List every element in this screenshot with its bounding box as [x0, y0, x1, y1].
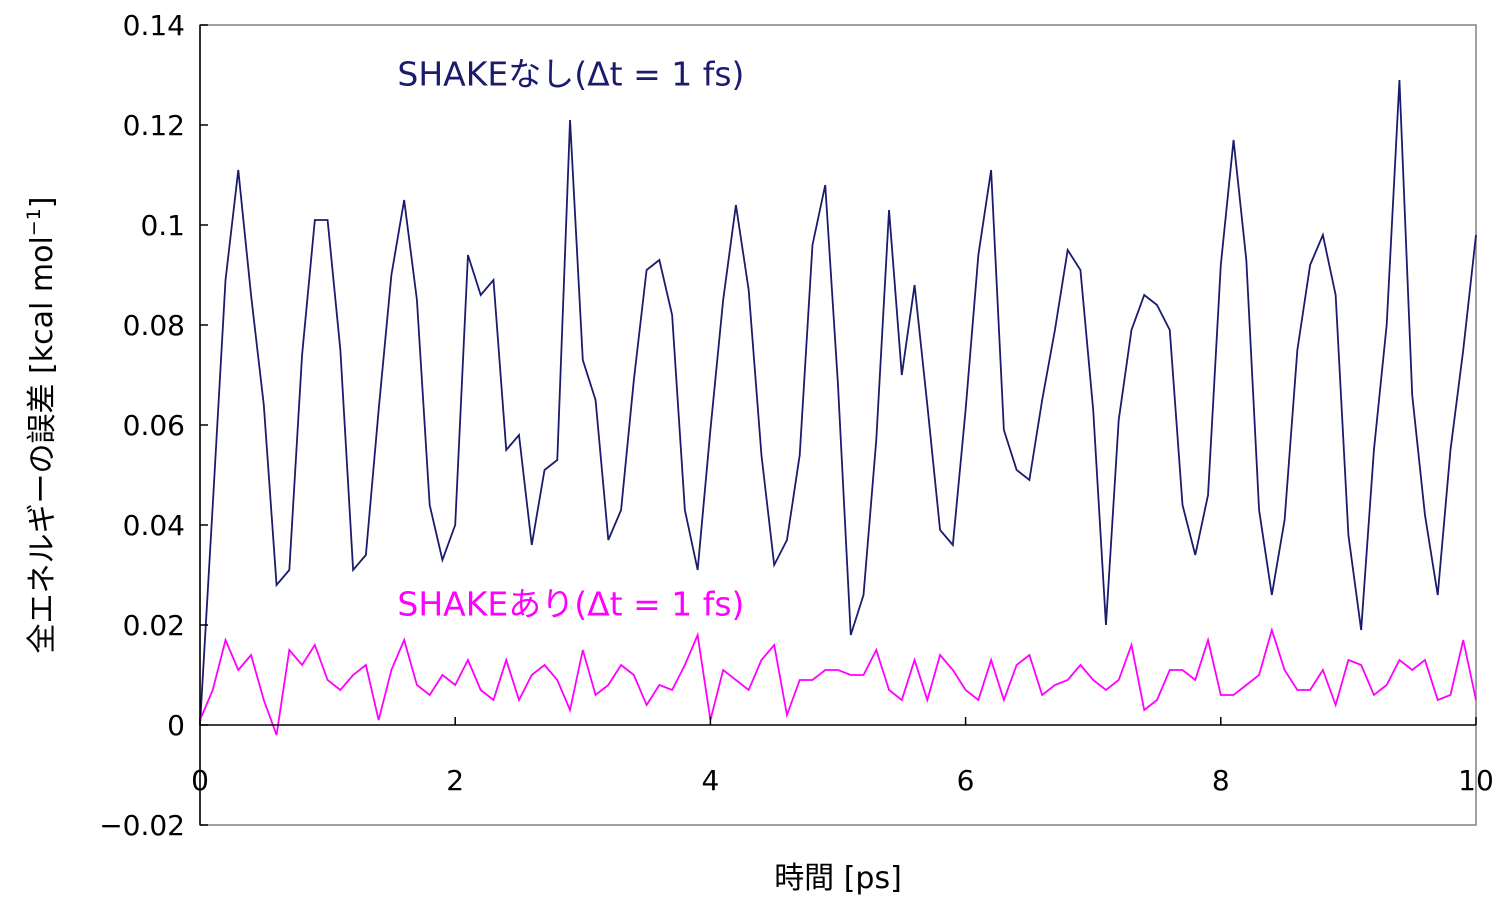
x-axis-title: 時間 [ps]	[774, 861, 902, 896]
x-tick-label: 0	[191, 764, 209, 797]
y-axis-title-end: ]	[25, 196, 60, 208]
x-tick-label: 10	[1458, 764, 1494, 797]
x-axis: 0 2 4 6 8 10	[191, 717, 1494, 797]
y-tick-label: 0.06	[123, 409, 185, 442]
x-tick-label: 4	[701, 764, 719, 797]
y-tick-label: 0.14	[123, 9, 185, 42]
series-labels: SHAKEなし(Δt = 1 fs) SHAKEあり(Δt = 1 fs)	[397, 55, 744, 624]
y-tick-label: 0.04	[123, 509, 185, 542]
y-tick-label: 0.08	[123, 309, 185, 342]
x-tick-label: 8	[1212, 764, 1230, 797]
x-tick-label: 2	[446, 764, 464, 797]
series-layer	[199, 79, 1477, 736]
x-tick-label: 6	[957, 764, 975, 797]
series-label-1: SHAKEなし(Δt = 1 fs)	[397, 55, 744, 94]
y-tick-label: 0.1	[140, 209, 185, 242]
y-axis-title: 全エネルギーの誤差 [kcal mol−1]	[23, 196, 60, 653]
series-line-2	[199, 626, 1477, 736]
series-line-1	[199, 79, 1477, 726]
y-axis-title-superscript: −1	[23, 208, 45, 236]
y-tick-label: 0	[167, 709, 185, 742]
y-tick-label: 0.02	[123, 609, 185, 642]
series-label-2: SHAKEあり(Δt = 1 fs)	[397, 585, 744, 624]
y-tick-label: 0.12	[123, 109, 185, 142]
y-axis-title-main: 全エネルギーの誤差 [kcal mol	[25, 236, 60, 653]
plot-frame	[199, 24, 1477, 826]
y-tick-label: −0.02	[99, 809, 185, 842]
